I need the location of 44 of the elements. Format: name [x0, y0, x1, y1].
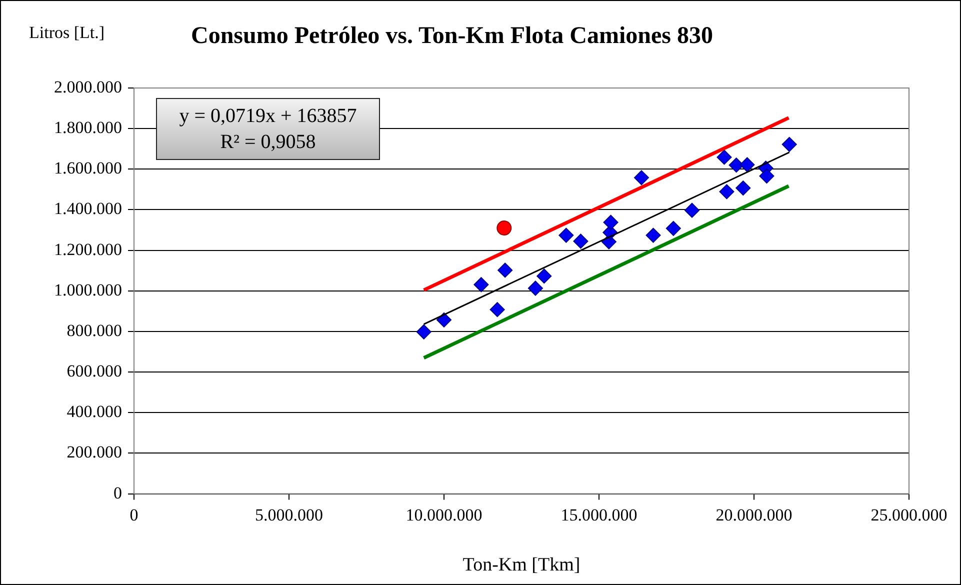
point: [496, 220, 512, 236]
y-tick-label: 0: [114, 483, 122, 502]
annotation: y = 0,0719x + 163857: [178, 104, 358, 129]
y-tick-label: 1.800.000: [54, 118, 122, 138]
y-tick-label: 1.600.000: [54, 158, 122, 178]
point: [782, 136, 797, 152]
y-tick-label: 400.000: [66, 402, 122, 422]
point: [736, 180, 751, 196]
y-axis-title: Litros [Lt.]: [29, 23, 105, 43]
point: [740, 157, 755, 172]
x-tick-label: 5.000.000: [255, 505, 323, 524]
point: [719, 184, 734, 200]
point: [528, 280, 543, 296]
point: [666, 220, 681, 236]
point: [728, 158, 744, 173]
point: [474, 277, 489, 292]
point: [603, 214, 618, 230]
y-tick-label: 600.000: [66, 362, 122, 381]
x-tick-label: 25.000.000: [870, 505, 948, 524]
y-tick-label: 1.400.000: [54, 199, 122, 218]
x-tick-label: 0: [130, 505, 138, 524]
point: [490, 302, 505, 318]
y-tick-label: 200.000: [66, 442, 122, 462]
point: [436, 312, 452, 328]
y-tick-label: 2.000.000: [54, 77, 122, 96]
y-tick-label: 800.000: [66, 320, 122, 340]
point: [416, 324, 432, 340]
point: [646, 228, 661, 243]
point: [759, 168, 774, 184]
point: [684, 202, 700, 218]
point: [573, 234, 588, 249]
point: [498, 262, 513, 278]
chart-title: Consumo Petróleo vs. Ton-Km Flota Camiones 830: [191, 23, 713, 50]
x-tick-label: 15.000.000: [560, 505, 638, 524]
point: [716, 150, 732, 165]
x-tick-label: 20.000.000: [716, 505, 792, 524]
point: [634, 170, 649, 186]
x-tick-label: 10.000.000: [406, 505, 482, 524]
y-tick-label: 1.000.000: [54, 280, 122, 300]
x-axis-title: Ton-Km [Tkm]: [462, 554, 580, 576]
y-tick-label: 1.200.000: [54, 240, 122, 259]
point: [558, 228, 574, 243]
annotation: R² = 0,9058: [219, 130, 317, 155]
point: [536, 268, 552, 284]
